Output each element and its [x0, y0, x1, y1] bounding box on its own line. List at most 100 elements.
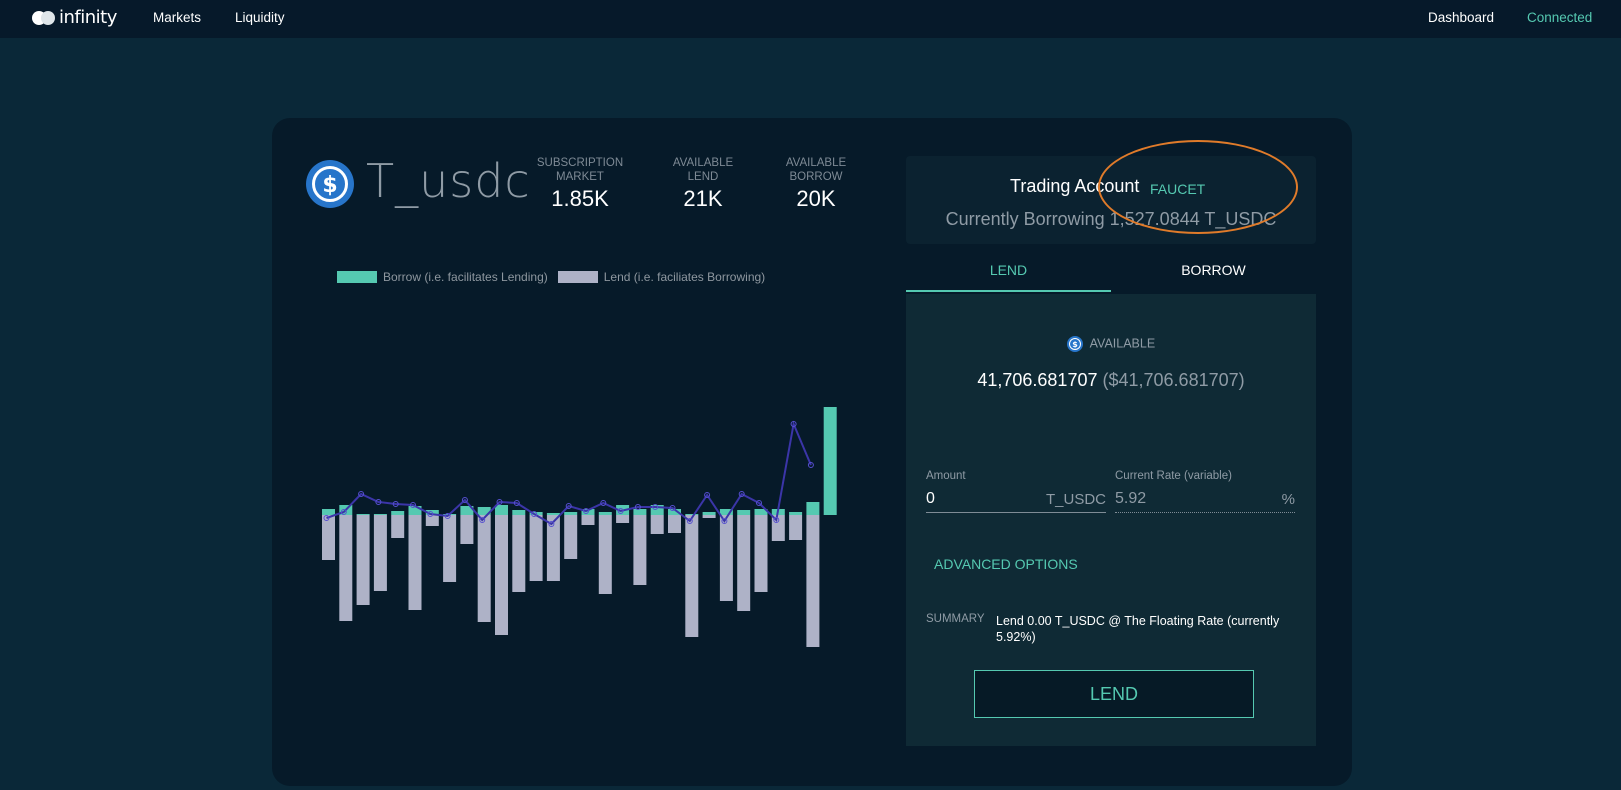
stat-label-line2: MARKET: [556, 171, 604, 183]
rate-point: [704, 492, 711, 498]
chart-legend: Borrow (i.e. facilitates Lending) Lend (…: [337, 270, 765, 284]
stat-label-line2: LEND: [687, 171, 719, 183]
lend-bar: [322, 515, 335, 560]
current-rate-field: 5.92 %: [1115, 488, 1295, 513]
lend-bar: [460, 515, 474, 544]
lend-bar: [598, 515, 612, 594]
rate-point: [444, 513, 451, 519]
borrow-bar: [460, 506, 474, 515]
lend-borrow-tabs: LEND BORROW: [906, 250, 1316, 292]
borrow-bar: [477, 507, 491, 515]
legend-swatch-lend: [557, 271, 598, 283]
svg-text:$: $: [322, 173, 337, 198]
borrow-bar: [408, 506, 422, 515]
infinity-logo-icon: [32, 9, 58, 27]
tab-borrow[interactable]: BORROW: [1181, 262, 1246, 278]
lend-bar: [650, 515, 664, 534]
legend-label-lend: Lend (i.e. faciliates Borrowing): [603, 270, 766, 284]
rate-point: [583, 508, 589, 514]
balance-usd: ($41,706.681707): [1102, 370, 1245, 390]
stat-label-line1: AVAILABLE: [672, 157, 734, 169]
nav-dashboard-link[interactable]: Dashboard: [1428, 10, 1495, 25]
wallet-connected-status[interactable]: Connected: [1527, 10, 1593, 25]
lend-bar: [789, 515, 803, 540]
rate-point: [340, 509, 347, 515]
infinity-logo[interactable]: infinity: [32, 7, 117, 28]
lend-bar: [668, 515, 681, 533]
rate-point: [513, 500, 520, 506]
borrow-bar: [685, 514, 699, 515]
rate-value: 5.92: [1115, 490, 1147, 507]
amount-value[interactable]: 0: [926, 490, 935, 507]
lend-bar: [737, 515, 751, 611]
stat-available-lend: AVAILABLE LEND 21K: [648, 156, 758, 212]
available-balance: 41,706.681707 ($41,706.681707): [906, 370, 1316, 391]
stat-label-line1: SUBSCRIPTION: [536, 157, 624, 169]
amount-input[interactable]: 0 T_USDC: [926, 488, 1106, 513]
rate-point: [479, 517, 486, 523]
lend-bar: [719, 515, 733, 601]
lend-bar: [581, 515, 595, 525]
advanced-options-toggle[interactable]: ADVANCED OPTIONS: [934, 556, 1078, 572]
borrow-bar: [373, 514, 387, 515]
stat-value: 1.85K: [551, 186, 609, 211]
token-name: T_usdc: [366, 154, 531, 208]
stat-label-line1: AVAILABLE: [785, 157, 847, 169]
available-header: $ AVAILABLE: [906, 336, 1316, 352]
rate-point: [548, 521, 555, 527]
nav-liquidity-link[interactable]: Liquidity: [235, 10, 285, 25]
tab-lend[interactable]: LEND: [906, 250, 1111, 292]
borrow-bar: [495, 505, 508, 515]
nav-markets-link[interactable]: Markets: [153, 10, 202, 25]
lend-bar: [529, 515, 543, 581]
borrow-bar: [702, 512, 716, 515]
rate-unit: %: [1281, 491, 1295, 508]
borrow-bar: [823, 407, 837, 515]
rate-point: [669, 505, 676, 511]
usdc-dollar-icon: $: [1066, 336, 1083, 352]
rate-point: [634, 504, 641, 510]
lend-bar: [443, 515, 457, 582]
borrow-bar: [512, 510, 526, 515]
lend-bar: [564, 515, 578, 559]
rate-point: [807, 462, 814, 468]
rate-point: [496, 499, 503, 505]
lend-bar: [771, 515, 785, 541]
borrow-bar: [668, 509, 681, 515]
stat-label-line2: BORROW: [789, 171, 843, 183]
rate-point: [721, 518, 728, 524]
summary-text: Lend 0.00 T_USDC @ The Floating Rate (cu…: [996, 614, 1280, 644]
lend-bar: [754, 515, 768, 592]
faucet-highlight-circle: [1098, 140, 1298, 234]
legend-swatch-borrow: [337, 271, 377, 283]
stat-value: 20K: [796, 186, 836, 211]
lend-bar: [616, 515, 630, 523]
rate-point: [375, 499, 382, 505]
rate-point: [686, 518, 693, 524]
borrow-bar: [806, 502, 820, 515]
lend-bar: [546, 515, 560, 581]
stat-available-borrow: AVAILABLE BORROW 20K: [761, 156, 871, 212]
rate-point: [617, 508, 624, 514]
svg-text:$: $: [1072, 340, 1078, 349]
rate-point: [531, 511, 538, 517]
rate-point: [427, 511, 434, 517]
summary-label: SUMMARY: [926, 613, 985, 625]
lend-bar: [806, 515, 820, 647]
market-card: $ T_usdc SUBSCRIPTION MARKET 1.85K AVAIL…: [272, 118, 1352, 786]
borrow-bar: [356, 514, 370, 515]
borrow-bar: [322, 509, 335, 515]
rate-point: [410, 502, 416, 508]
balance-amount: 41,706.681707: [977, 370, 1098, 390]
legend-label-borrow: Borrow (i.e. facilitates Lending): [383, 270, 548, 284]
lend-button[interactable]: LEND: [974, 670, 1254, 718]
borrow-bar: [564, 512, 578, 515]
rate-point: [756, 500, 762, 506]
lend-bar: [356, 515, 370, 605]
top-navigation-bar: infinity Markets Liquidity Dashboard Con…: [0, 0, 1621, 38]
rate-point: [565, 503, 572, 509]
borrow-bar: [650, 505, 664, 515]
rate-point: [392, 501, 399, 507]
borrow-bar: [546, 513, 560, 515]
lend-bar: [633, 515, 647, 585]
